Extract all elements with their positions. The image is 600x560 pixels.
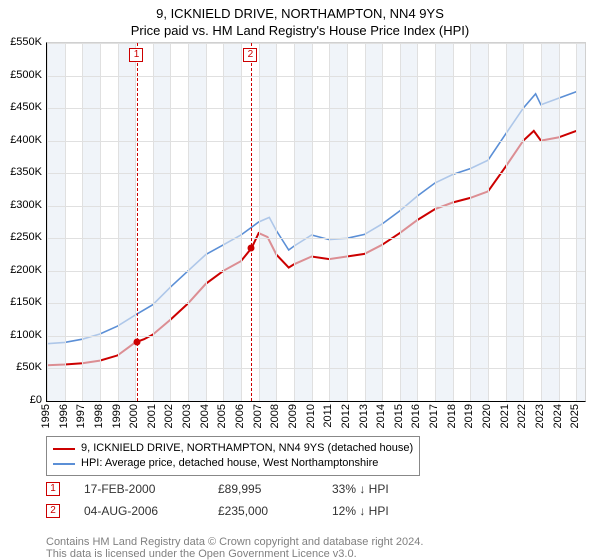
x-tick-label: 1995 xyxy=(40,404,52,428)
txn-delta: 33% ↓ HPI xyxy=(332,482,389,496)
x-tick-label: 2009 xyxy=(287,404,299,428)
x-tick-label: 2010 xyxy=(305,404,317,428)
marker-box: 2 xyxy=(243,48,257,62)
x-tick-label: 2020 xyxy=(481,404,493,428)
x-tick-label: 2002 xyxy=(163,404,175,428)
x-tick-label: 1999 xyxy=(111,404,123,428)
x-tick-label: 2001 xyxy=(146,404,158,428)
y-tick-label: £100K xyxy=(0,329,42,341)
x-tick-label: 2024 xyxy=(552,404,564,428)
x-tick-label: 2025 xyxy=(569,404,581,428)
x-tick-label: 2019 xyxy=(463,404,475,428)
y-tick-label: £300K xyxy=(0,199,42,211)
x-tick-label: 2014 xyxy=(375,404,387,428)
txn-price: £235,000 xyxy=(218,504,308,518)
x-tick-label: 2021 xyxy=(499,404,511,428)
x-tick-label: 2005 xyxy=(216,404,228,428)
y-tick-label: £450K xyxy=(0,101,42,113)
y-tick-label: £200K xyxy=(0,264,42,276)
x-tick-label: 2023 xyxy=(534,404,546,428)
y-tick-label: £400K xyxy=(0,134,42,146)
x-tick-label: 2003 xyxy=(181,404,193,428)
marker-ref: 1 xyxy=(46,482,60,496)
x-tick-label: 2022 xyxy=(516,404,528,428)
marker-ref: 2 xyxy=(46,504,60,518)
footer-licence: This data is licensed under the Open Gov… xyxy=(46,548,357,560)
chart-title-2: Price paid vs. HM Land Registry's House … xyxy=(0,21,600,38)
x-tick-label: 2011 xyxy=(322,404,334,428)
x-tick-label: 2008 xyxy=(269,404,281,428)
x-tick-label: 2007 xyxy=(252,404,264,428)
x-tick-label: 1996 xyxy=(58,404,70,428)
x-tick-label: 2013 xyxy=(358,404,370,428)
x-tick-label: 2017 xyxy=(428,404,440,428)
chart-title-1: 9, ICKNIELD DRIVE, NORTHAMPTON, NN4 9YS xyxy=(0,0,600,21)
footer-copyright: Contains HM Land Registry data © Crown c… xyxy=(46,536,423,548)
plot-area xyxy=(46,42,586,402)
legend-label: HPI: Average price, detached house, West… xyxy=(81,456,378,471)
y-tick-label: £550K xyxy=(0,36,42,48)
x-tick-label: 2015 xyxy=(393,404,405,428)
x-tick-label: 2006 xyxy=(234,404,246,428)
legend-label: 9, ICKNIELD DRIVE, NORTHAMPTON, NN4 9YS … xyxy=(81,441,413,456)
marker-box: 1 xyxy=(129,48,143,62)
y-tick-label: £150K xyxy=(0,296,42,308)
x-tick-label: 2000 xyxy=(128,404,140,428)
y-tick-label: £250K xyxy=(0,231,42,243)
y-tick-label: £50K xyxy=(0,361,42,373)
txn-delta: 12% ↓ HPI xyxy=(332,504,389,518)
x-tick-label: 1998 xyxy=(93,404,105,428)
x-tick-label: 2016 xyxy=(410,404,422,428)
x-tick-label: 2004 xyxy=(199,404,211,428)
legend: 9, ICKNIELD DRIVE, NORTHAMPTON, NN4 9YS … xyxy=(46,436,420,476)
y-tick-label: £500K xyxy=(0,69,42,81)
x-tick-label: 2018 xyxy=(446,404,458,428)
x-tick-label: 2012 xyxy=(340,404,352,428)
txn-date: 04-AUG-2006 xyxy=(84,504,194,518)
txn-price: £89,995 xyxy=(218,482,308,496)
x-tick-label: 1997 xyxy=(75,404,87,428)
txn-date: 17-FEB-2000 xyxy=(84,482,194,496)
y-tick-label: £0 xyxy=(0,394,42,406)
price-chart: 9, ICKNIELD DRIVE, NORTHAMPTON, NN4 9YS … xyxy=(0,0,600,560)
y-tick-label: £350K xyxy=(0,166,42,178)
